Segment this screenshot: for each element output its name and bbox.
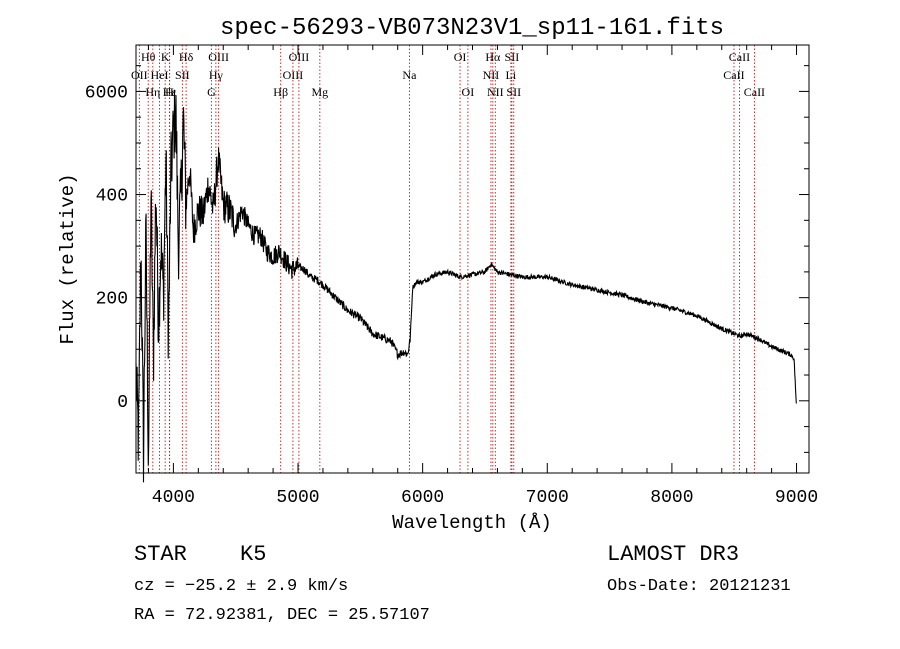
line-label: CaII xyxy=(729,50,750,64)
line-label: SII xyxy=(175,68,190,82)
line-label: Hβ xyxy=(273,85,288,99)
spectrum-line xyxy=(135,89,797,483)
line-label: OIII xyxy=(289,50,310,64)
y-tick-label: 400 xyxy=(96,187,128,207)
line-label: OI xyxy=(454,50,467,64)
line-label: H xyxy=(165,85,174,99)
y-tick-label: 0 xyxy=(117,393,128,413)
line-label: Hθ xyxy=(141,50,156,64)
line-label: OI xyxy=(462,85,475,99)
line-label: NII xyxy=(483,68,500,82)
x-tick-label: 4000 xyxy=(152,488,195,508)
x-tick-label: 7000 xyxy=(526,488,569,508)
line-label: K xyxy=(161,50,170,64)
line-label: Hγ xyxy=(209,68,224,82)
chart-title: spec-56293-VB073N23V1_sp11-161.fits xyxy=(220,15,724,42)
x-tick-label: 6000 xyxy=(401,488,444,508)
line-label: SII xyxy=(506,85,521,99)
plot-frame xyxy=(135,44,810,474)
y-tick-label: 6000 xyxy=(85,83,128,103)
line-label: OIII xyxy=(208,50,229,64)
line-label: Hη xyxy=(145,85,160,99)
line-label: Mg xyxy=(311,85,328,99)
survey-label: LAMOST DR3 xyxy=(607,542,739,567)
x-tick-label: 5000 xyxy=(276,488,319,508)
line-label: G xyxy=(207,85,216,99)
y-axis-label: Flux (relative) xyxy=(57,173,79,344)
line-label: CaII xyxy=(723,68,744,82)
line-label: CaII xyxy=(744,85,765,99)
line-label: Li xyxy=(506,68,517,82)
object-class: STAR xyxy=(134,542,187,567)
line-label: Na xyxy=(402,68,417,82)
line-label: Hα xyxy=(485,50,501,64)
coordinates: RA = 72.92381, DEC = 25.57107 xyxy=(134,606,430,625)
x-tick-label: 8000 xyxy=(650,488,693,508)
redshift-info: cz = −25.2 ± 2.9 km/s xyxy=(134,577,348,596)
line-label: OII xyxy=(131,68,148,82)
line-label: HeI xyxy=(151,68,169,82)
obs-date: Obs-Date: 20121231 xyxy=(607,577,791,596)
object-subclass: K5 xyxy=(240,542,266,567)
x-tick-label: 9000 xyxy=(775,488,818,508)
line-label: OIII xyxy=(283,68,304,82)
axis-ticks: 4000 5000 6000 7000 8000 9000 0 200 400 6000 xyxy=(85,45,818,508)
line-label: NII xyxy=(487,85,504,99)
line-label: SII xyxy=(505,50,520,64)
x-axis-label: Wavelength (Å) xyxy=(392,512,552,534)
line-label: Hδ xyxy=(179,50,194,64)
y-tick-label: 200 xyxy=(96,290,128,310)
